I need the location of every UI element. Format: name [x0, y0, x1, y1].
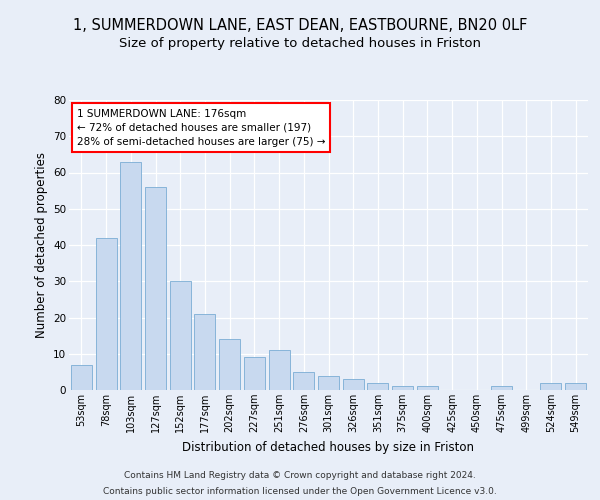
Bar — [318, 376, 339, 390]
Bar — [343, 379, 364, 390]
Bar — [392, 386, 413, 390]
Bar — [491, 386, 512, 390]
Bar — [120, 162, 141, 390]
Text: 1, SUMMERDOWN LANE, EAST DEAN, EASTBOURNE, BN20 0LF: 1, SUMMERDOWN LANE, EAST DEAN, EASTBOURN… — [73, 18, 527, 32]
Bar — [71, 364, 92, 390]
Bar — [565, 383, 586, 390]
Bar — [194, 314, 215, 390]
Bar — [145, 187, 166, 390]
X-axis label: Distribution of detached houses by size in Friston: Distribution of detached houses by size … — [182, 440, 475, 454]
Bar — [367, 383, 388, 390]
Bar — [95, 238, 116, 390]
Bar — [244, 358, 265, 390]
Bar — [269, 350, 290, 390]
Text: Size of property relative to detached houses in Friston: Size of property relative to detached ho… — [119, 38, 481, 51]
Bar — [417, 386, 438, 390]
Y-axis label: Number of detached properties: Number of detached properties — [35, 152, 47, 338]
Bar — [170, 281, 191, 390]
Bar — [541, 383, 562, 390]
Text: Contains public sector information licensed under the Open Government Licence v3: Contains public sector information licen… — [103, 486, 497, 496]
Text: Contains HM Land Registry data © Crown copyright and database right 2024.: Contains HM Land Registry data © Crown c… — [124, 472, 476, 480]
Bar — [293, 372, 314, 390]
Text: 1 SUMMERDOWN LANE: 176sqm
← 72% of detached houses are smaller (197)
28% of semi: 1 SUMMERDOWN LANE: 176sqm ← 72% of detac… — [77, 108, 325, 146]
Bar — [219, 339, 240, 390]
